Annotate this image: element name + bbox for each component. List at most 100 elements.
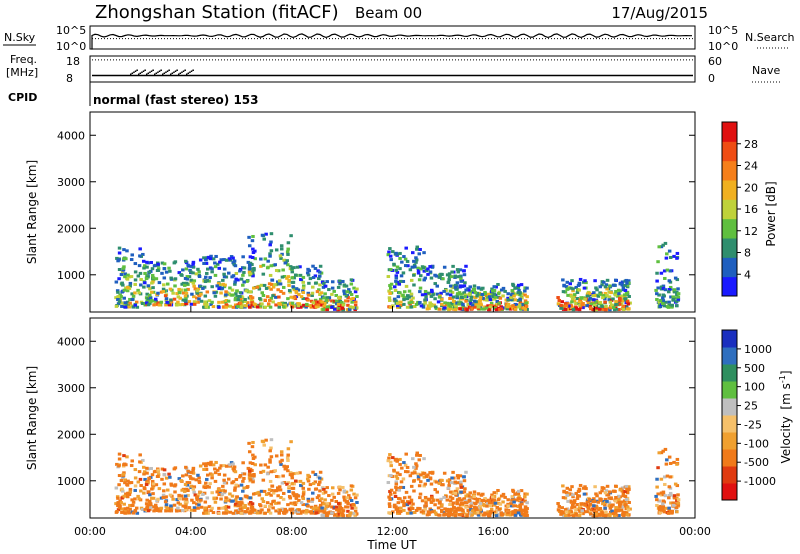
velocity-echo <box>615 500 620 504</box>
power-echo <box>192 279 197 283</box>
power-echo <box>281 305 286 309</box>
power-echo <box>253 257 257 261</box>
velocity-echo <box>520 502 524 506</box>
power-echo <box>435 284 440 288</box>
velocity-echo <box>323 490 328 494</box>
power-echo <box>409 278 414 282</box>
power-echo <box>146 297 150 301</box>
velocity-echo <box>565 507 570 511</box>
power-echo <box>317 277 321 281</box>
power-echo <box>230 293 234 297</box>
velocity-echo <box>268 449 272 453</box>
velocity-echo <box>146 490 151 494</box>
power-echo <box>607 295 612 299</box>
velocity-echo <box>616 508 621 512</box>
velocity-echo <box>336 508 341 512</box>
velocity-echo <box>421 509 426 513</box>
velocity-echo <box>667 455 672 459</box>
velocity-echo <box>152 470 157 474</box>
velocity-echo <box>419 473 423 477</box>
power-echo <box>607 298 611 302</box>
velocity-echo <box>449 507 454 511</box>
power-echo <box>247 263 252 267</box>
velocity-echo <box>136 480 141 484</box>
power-echo <box>601 307 606 311</box>
velocity-echo <box>509 502 513 506</box>
velocity-echo <box>152 505 156 509</box>
power-echo <box>293 297 298 301</box>
nave-dip-point <box>176 69 178 71</box>
velocity-echo <box>355 501 359 505</box>
power-echo <box>577 281 582 285</box>
nave-dip-point <box>192 69 194 71</box>
velocity-echo <box>181 504 185 508</box>
velocity-echo <box>511 512 515 516</box>
power-echo <box>453 283 458 287</box>
velocity-echo <box>572 499 577 503</box>
velocity-echo <box>567 513 571 517</box>
velocity-echo <box>324 504 329 508</box>
power-echo <box>617 292 621 296</box>
power-echo <box>426 291 431 295</box>
power-echo <box>414 302 419 306</box>
velocity-echo <box>266 465 270 469</box>
velocity-echo <box>488 511 492 515</box>
velocity-echo <box>508 503 513 507</box>
velocity-echo <box>243 503 247 507</box>
power-echo <box>613 278 618 282</box>
velocity-echo <box>464 470 468 474</box>
freq-label-line2: [MHz] <box>6 66 38 79</box>
nave-dip-point <box>173 71 175 73</box>
power-echo <box>274 248 279 252</box>
power-echo <box>661 243 665 247</box>
power-echo <box>506 305 510 309</box>
velocity-echo <box>141 465 146 469</box>
velocity-echo <box>258 503 262 507</box>
velocity-echo <box>324 511 329 515</box>
power-echo <box>487 308 491 312</box>
velocity-echo <box>506 502 510 506</box>
power-echo <box>424 295 428 299</box>
velocity-echo <box>205 485 210 489</box>
velocity-echo <box>431 499 435 503</box>
velocity-echo <box>605 493 609 497</box>
velocity-echo <box>342 497 347 501</box>
velocity-echo <box>395 476 400 480</box>
velocity-echo <box>188 474 192 478</box>
power-echo <box>222 272 226 276</box>
power-echo <box>426 272 430 276</box>
power-echo <box>128 301 132 305</box>
velocity-echo <box>191 471 196 475</box>
velocity-echo <box>476 492 481 496</box>
power-echo <box>276 269 281 273</box>
velocity-echo <box>202 491 207 495</box>
power-echo <box>596 294 601 298</box>
station-title: Zhongshan Station (fitACF) <box>95 2 339 23</box>
power-echo <box>173 277 178 281</box>
colorbar-segment <box>722 466 737 484</box>
velocity-echo <box>569 510 574 514</box>
power-echo <box>603 308 608 312</box>
velocity-echo <box>255 511 260 515</box>
velocity-echo <box>664 462 669 466</box>
power-echo <box>513 307 518 311</box>
velocity-echo <box>388 460 393 464</box>
velocity-echo <box>463 487 467 491</box>
velocity-echo <box>446 508 451 512</box>
power-echo <box>242 270 246 274</box>
power-echo <box>286 241 291 245</box>
velocity-echo <box>461 513 465 517</box>
velocity-echo <box>285 482 289 486</box>
power-echo <box>127 305 132 309</box>
velocity-echo <box>467 494 471 498</box>
power-echo <box>209 302 213 306</box>
velocity-echo <box>523 505 528 509</box>
velocity-echo <box>319 477 324 481</box>
power-echo <box>617 296 622 300</box>
velocity-echo <box>353 496 358 500</box>
power-echo <box>388 247 392 251</box>
power-echo <box>138 271 143 275</box>
xtick-label: 00:00 <box>679 525 711 538</box>
velocity-echo <box>617 514 621 518</box>
velocity-echo <box>244 510 248 514</box>
